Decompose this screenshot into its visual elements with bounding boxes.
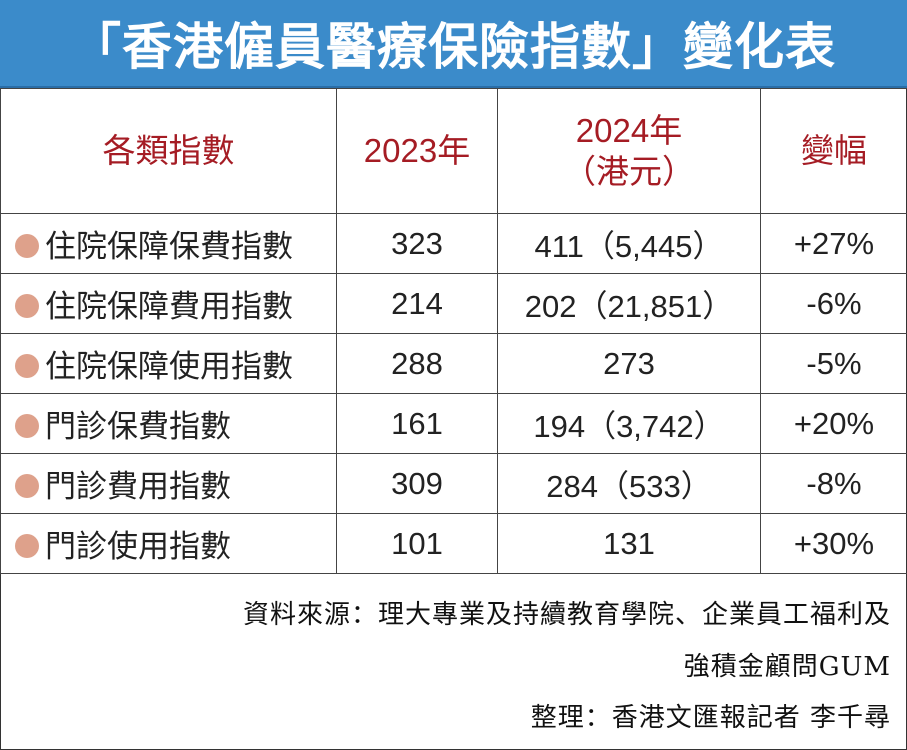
credit-line: 整理：香港文匯報記者 李千尋	[530, 703, 891, 733]
change-value: +20%	[760, 393, 907, 454]
value-2024: 411（5,445）	[497, 213, 761, 274]
value-2024: 284（533）	[497, 453, 761, 514]
change-value: -6%	[760, 273, 907, 334]
category-cell: 門診費用指數	[0, 453, 337, 514]
table-row: 門診保費指數 161 194（3,742） +20%	[0, 393, 907, 454]
bullet-dot-icon	[15, 293, 39, 318]
table-row: 住院保障使用指數 288 273 -5%	[0, 333, 907, 394]
bullet-dot-icon	[15, 473, 39, 498]
change-value: -8%	[760, 453, 907, 514]
header-2024: 2024年 （港元）	[497, 88, 761, 214]
category-cell: 住院保障保費指數	[0, 213, 337, 274]
value-2024: 273	[497, 333, 761, 394]
bullet-dot-icon	[15, 233, 39, 258]
source-line-2: 強積金顧問GUM	[683, 652, 891, 682]
value-2023: 288	[336, 333, 498, 394]
table-title: 「香港僱員醫療保險指數」變化表	[0, 0, 907, 88]
category-label: 住院保障費用指數	[45, 289, 293, 324]
header-2024-year: 2024年	[575, 111, 683, 149]
category-label: 門診使用指數	[45, 529, 231, 564]
source-line-1: 資料來源：理大專業及持續教育學院、企業員工福利及	[242, 600, 891, 630]
category-label: 住院保障保費指數	[45, 229, 293, 264]
category-label: 門診保費指數	[45, 409, 231, 444]
bullet-dot-icon	[15, 533, 39, 558]
table-row: 門診使用指數 101 131 +30%	[0, 513, 907, 574]
change-value: -5%	[760, 333, 907, 394]
bullet-dot-icon	[15, 353, 39, 378]
category-label: 門診費用指數	[45, 469, 231, 504]
value-2023: 161	[336, 393, 498, 454]
category-label: 住院保障使用指數	[45, 349, 293, 384]
value-2023: 309	[336, 453, 498, 514]
header-change: 變幅	[760, 88, 907, 214]
change-value: +30%	[760, 513, 907, 574]
table-row: 門診費用指數 309 284（533） -8%	[0, 453, 907, 514]
index-table: 各類指數 2023年 2024年 （港元） 變幅 住院保障保費指數 323 411（5…	[0, 88, 907, 574]
category-cell: 門診使用指數	[0, 513, 337, 574]
header-2023: 2023年	[336, 88, 498, 214]
category-cell: 門診保費指數	[0, 393, 337, 454]
value-2024: 131	[497, 513, 761, 574]
value-2023: 323	[336, 213, 498, 274]
change-value: +27%	[760, 213, 907, 274]
header-2024-unit: （港元）	[563, 153, 695, 190]
category-cell: 住院保障使用指數	[0, 333, 337, 394]
category-cell: 住院保障費用指數	[0, 273, 337, 334]
value-2024: 194（3,742）	[497, 393, 761, 454]
bullet-dot-icon	[15, 413, 39, 438]
table-row: 住院保障費用指數 214 202（21,851） -6%	[0, 273, 907, 334]
table-row: 住院保障保費指數 323 411（5,445） +27%	[0, 213, 907, 274]
header-row: 各類指數 2023年 2024年 （港元） 變幅	[0, 88, 907, 214]
value-2023: 101	[336, 513, 498, 574]
header-category: 各類指數	[0, 88, 337, 214]
value-2023: 214	[336, 273, 498, 334]
value-2024: 202（21,851）	[497, 273, 761, 334]
